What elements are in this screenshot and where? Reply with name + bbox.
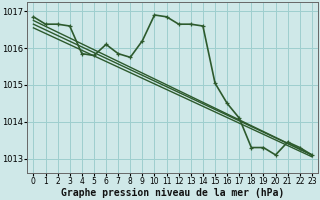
X-axis label: Graphe pression niveau de la mer (hPa): Graphe pression niveau de la mer (hPa) xyxy=(61,188,284,198)
